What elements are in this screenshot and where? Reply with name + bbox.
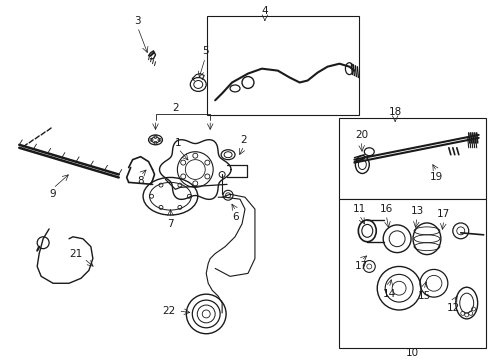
Bar bbox=[339, 118, 485, 199]
Bar bbox=[207, 16, 359, 115]
Text: 15: 15 bbox=[416, 291, 430, 301]
Text: 13: 13 bbox=[409, 206, 423, 216]
Text: 11: 11 bbox=[352, 204, 365, 214]
Text: 19: 19 bbox=[429, 172, 443, 183]
Text: 6: 6 bbox=[232, 212, 239, 222]
Text: 14: 14 bbox=[382, 289, 395, 299]
Text: 5: 5 bbox=[202, 46, 208, 56]
Text: 8: 8 bbox=[137, 176, 143, 186]
Text: 4: 4 bbox=[261, 6, 267, 16]
Text: 18: 18 bbox=[388, 107, 401, 117]
Text: 10: 10 bbox=[405, 347, 418, 357]
Text: 1: 1 bbox=[175, 138, 182, 148]
Text: 3: 3 bbox=[134, 16, 141, 26]
Text: 21: 21 bbox=[69, 249, 82, 258]
Text: 17: 17 bbox=[436, 209, 449, 219]
Text: 2: 2 bbox=[172, 103, 178, 113]
Text: 9: 9 bbox=[50, 189, 56, 199]
Text: 12: 12 bbox=[446, 303, 460, 313]
Text: 20: 20 bbox=[354, 130, 367, 140]
Text: 2: 2 bbox=[240, 135, 247, 145]
Bar bbox=[339, 199, 485, 347]
Text: 17: 17 bbox=[354, 261, 367, 271]
Text: 22: 22 bbox=[162, 306, 175, 316]
Text: 16: 16 bbox=[379, 204, 392, 214]
Text: 7: 7 bbox=[167, 219, 173, 229]
